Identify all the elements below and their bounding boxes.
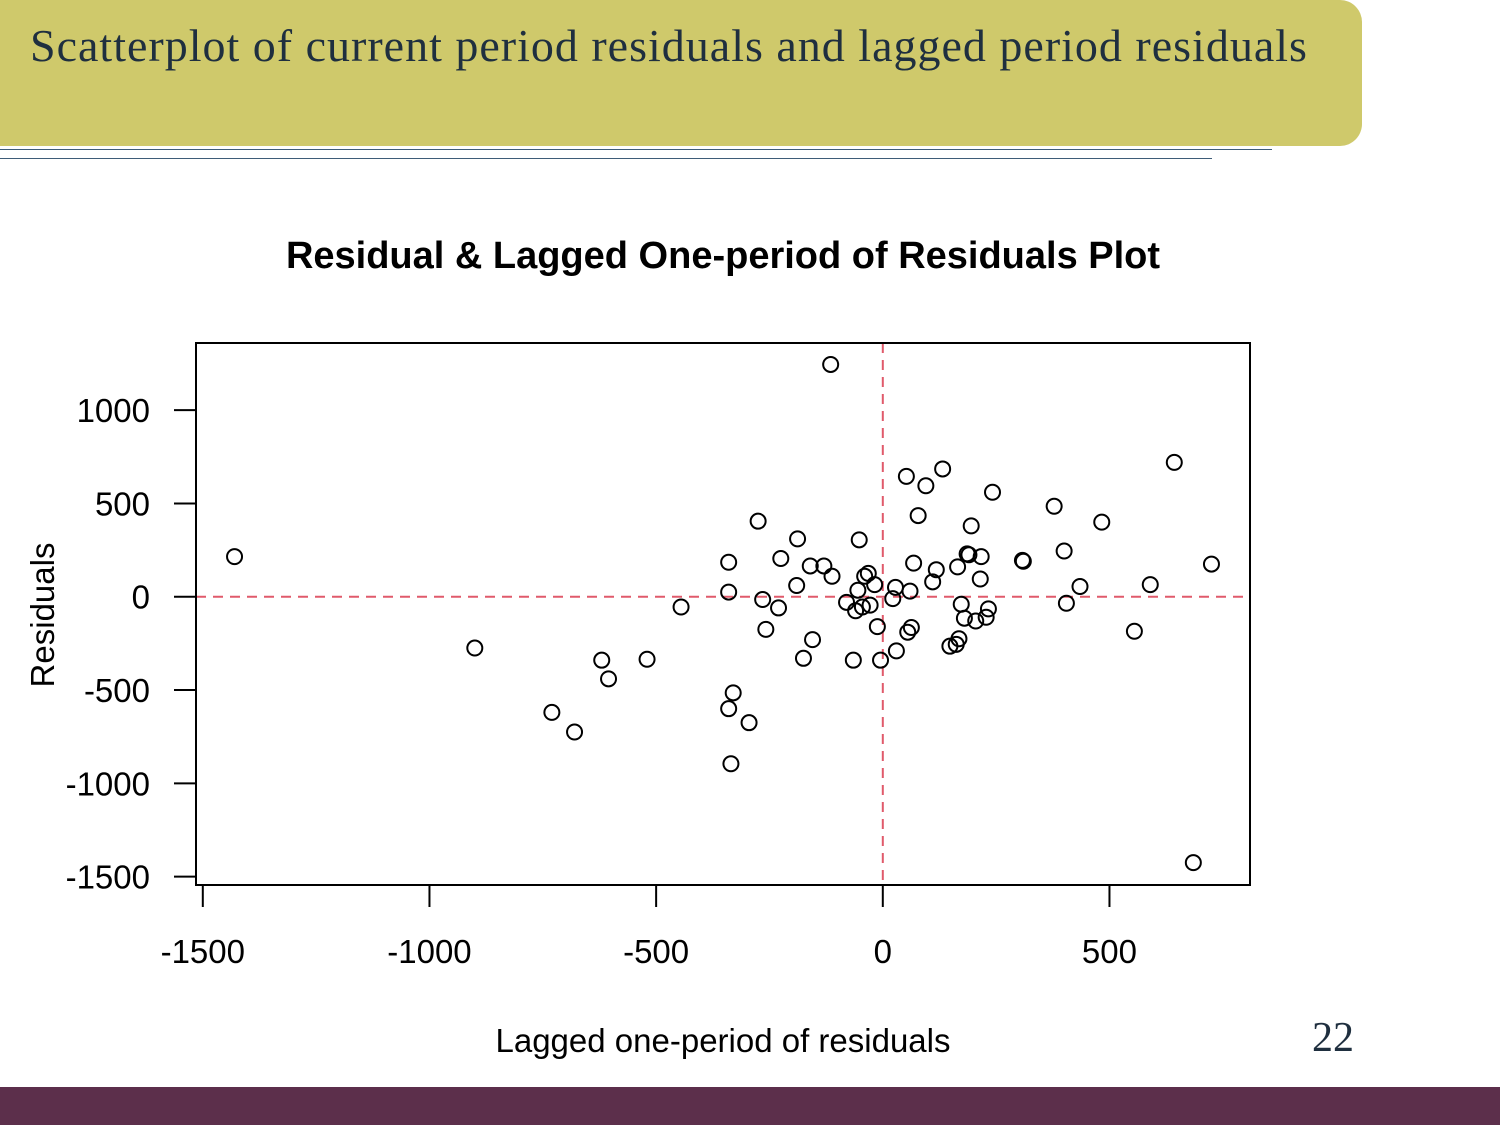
slide-title: Scatterplot of current period residuals …: [30, 20, 1308, 71]
data-point: [720, 583, 738, 601]
data-point: [924, 573, 942, 591]
data-point: [844, 651, 862, 669]
data-point: [960, 546, 978, 564]
y-tick-label: 0: [132, 579, 150, 616]
data-point: [1055, 542, 1073, 560]
data-point: [905, 554, 923, 572]
y-tick-label: -1000: [66, 765, 150, 802]
data-point: [1202, 555, 1220, 573]
x-tick-label: 0: [874, 933, 892, 970]
data-point: [901, 582, 919, 600]
data-point: [1071, 577, 1089, 595]
title-divider-line: [0, 149, 1272, 150]
plot-layer: -1500 -1000 -500 0 500 1000 500 0 -500 -1000 -1500: [66, 342, 1251, 970]
data-point: [1014, 552, 1032, 570]
data-point: [566, 723, 584, 741]
data-point: [226, 548, 244, 566]
data-point: [772, 549, 790, 567]
data-point: [724, 684, 742, 702]
data-point: [1093, 513, 1111, 531]
data-point: [1165, 453, 1183, 471]
data-point: [884, 590, 902, 608]
data-point: [788, 577, 806, 595]
data-point: [972, 548, 990, 566]
data-point: [977, 608, 995, 626]
data-point: [909, 507, 927, 525]
data-point: [466, 639, 484, 657]
y-tick-label: 1000: [77, 392, 150, 429]
data-point: [859, 564, 877, 582]
y-axis-label: Residuals: [24, 543, 61, 688]
data-point: [838, 593, 856, 611]
plot-frame: [195, 342, 1251, 886]
data-point: [720, 553, 738, 571]
data-point: [927, 561, 945, 579]
x-tick-label: -1500: [161, 933, 245, 970]
x-tick-label: 500: [1082, 933, 1137, 970]
data-point: [1125, 622, 1143, 640]
data-point: [720, 700, 738, 718]
data-point: [754, 591, 772, 609]
data-point: [672, 598, 690, 616]
y-tick-label: -500: [84, 672, 150, 709]
data-point: [853, 598, 871, 616]
data-point: [902, 619, 920, 637]
data-point: [757, 620, 775, 638]
footer-bar: [0, 1087, 1500, 1125]
data-point: [850, 531, 868, 549]
data-point: [949, 558, 967, 576]
x-tick-label: -1000: [387, 933, 471, 970]
data-point: [887, 642, 905, 660]
data-point: [955, 609, 973, 627]
title-divider-line-secondary: [0, 158, 1212, 159]
data-point: [722, 755, 740, 773]
data-point: [1184, 854, 1202, 872]
data-point: [740, 714, 758, 732]
data-point: [872, 651, 890, 669]
data-point: [849, 581, 867, 599]
chart-title: Residual & Lagged One-period of Residual…: [286, 235, 1160, 277]
data-point: [815, 557, 833, 575]
data-point: [593, 651, 611, 669]
data-point: [1045, 497, 1063, 515]
data-point: [899, 623, 917, 641]
data-point: [801, 557, 819, 575]
data-point: [934, 460, 952, 478]
y-tick-label: 500: [95, 485, 150, 522]
data-point: [638, 650, 656, 668]
data-point: [979, 600, 997, 618]
data-point: [823, 567, 841, 585]
data-point: [794, 649, 812, 667]
scatter-chart: Residual & Lagged One-period of Residual…: [24, 235, 1251, 1059]
x-tick-label: -500: [623, 933, 689, 970]
data-point: [967, 612, 985, 630]
data-point: [804, 631, 822, 649]
data-point: [868, 618, 886, 636]
data-point: [600, 670, 618, 688]
data-point: [917, 477, 935, 495]
data-point: [770, 599, 788, 617]
data-point: [897, 467, 915, 485]
data-point: [866, 576, 884, 594]
data-point: [861, 596, 879, 614]
data-point: [952, 595, 970, 613]
data-point: [950, 630, 968, 648]
data-point: [856, 567, 874, 585]
data-point: [822, 355, 840, 373]
data-point: [971, 570, 989, 588]
y-tick-label: -1500: [66, 859, 150, 896]
page-number: 22: [1312, 1015, 1354, 1061]
data-point: [543, 703, 561, 721]
x-axis-label: Lagged one-period of residuals: [496, 1022, 951, 1059]
data-point: [984, 483, 1002, 501]
data-point: [1057, 594, 1075, 612]
data-point: [749, 512, 767, 530]
chart-panel: Residual & Lagged One-period of Residual…: [24, 183, 1300, 1083]
data-point: [789, 530, 807, 548]
title-banner: Scatterplot of current period residuals …: [0, 0, 1362, 146]
data-point: [962, 517, 980, 535]
data-point: [1141, 576, 1159, 594]
